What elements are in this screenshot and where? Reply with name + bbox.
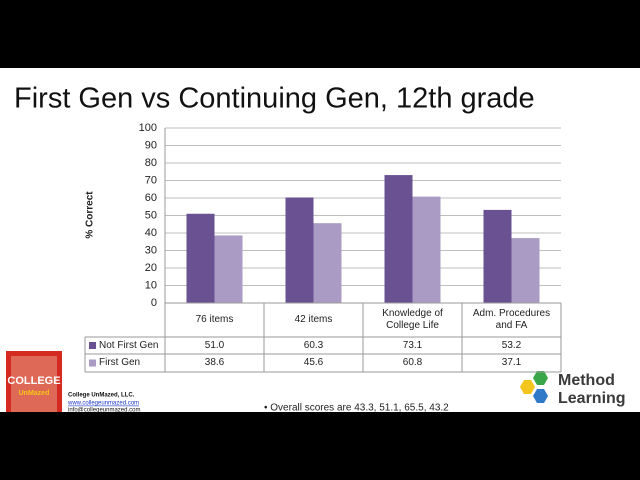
data-label: 45.6: [303, 357, 324, 368]
y-tick-label: 10: [145, 279, 157, 291]
legend-label: Not First Gen: [99, 339, 159, 351]
y-tick-label: 80: [145, 157, 157, 169]
website-link[interactable]: www.collegeunmazed.com: [67, 401, 139, 407]
book-subtitle: UnMazed: [19, 390, 50, 397]
logo-text: Method: [558, 372, 615, 389]
logo-text: Learning: [558, 390, 626, 407]
logo-hex: [520, 380, 535, 394]
y-tick-label: 40: [145, 227, 157, 239]
x-tick-label: Adm. Procedures and FA: [472, 308, 551, 331]
bar: [511, 238, 540, 303]
book-pattern: [11, 356, 57, 412]
bar: [313, 223, 342, 303]
slide-title: First Gen vs Continuing Gen, 12th grade: [14, 83, 535, 115]
bar: [285, 197, 314, 303]
data-label: 53.2: [501, 339, 522, 351]
data-label: 60.3: [303, 339, 324, 351]
y-tick-label: 20: [145, 262, 157, 274]
y-tick-label: 0: [151, 297, 157, 309]
x-tick-label: 42 items: [294, 314, 333, 325]
data-label: 73.1: [402, 339, 423, 351]
x-tick-label: 76 items: [195, 314, 234, 325]
y-tick-label: 30: [145, 244, 157, 256]
y-tick-label: 90: [145, 139, 157, 151]
data-label: 38.6: [204, 357, 225, 368]
legend-swatch: [89, 342, 96, 349]
data-label: 60.8: [402, 357, 423, 368]
logo-hex: [533, 389, 548, 403]
bar: [214, 235, 243, 303]
bar: [483, 209, 512, 303]
legend-label: First Gen: [99, 357, 141, 368]
legend-swatch: [89, 359, 96, 367]
bar: [412, 196, 441, 303]
logo-hex: [533, 371, 548, 385]
company-name: College UnMazed, LLC.: [68, 393, 135, 399]
y-axis-label: % Correct: [85, 191, 96, 239]
bullet-note: • Overall scores are 43.3, 51.1, 65.5, 4…: [264, 403, 449, 414]
y-tick-label: 100: [139, 122, 157, 134]
x-tick-label: Knowledge of College Life: [382, 308, 443, 331]
email: info@collegeunmazed.com: [68, 408, 140, 414]
y-tick-label: 70: [145, 174, 157, 186]
data-label: 37.1: [501, 357, 522, 368]
y-tick-label: 50: [145, 209, 157, 221]
y-tick-label: 60: [145, 192, 157, 204]
bar: [186, 213, 215, 303]
book-title: COLLEGE: [7, 375, 60, 387]
book-cover: [6, 351, 62, 412]
data-label: 51.0: [204, 339, 225, 351]
bar: [384, 175, 413, 303]
